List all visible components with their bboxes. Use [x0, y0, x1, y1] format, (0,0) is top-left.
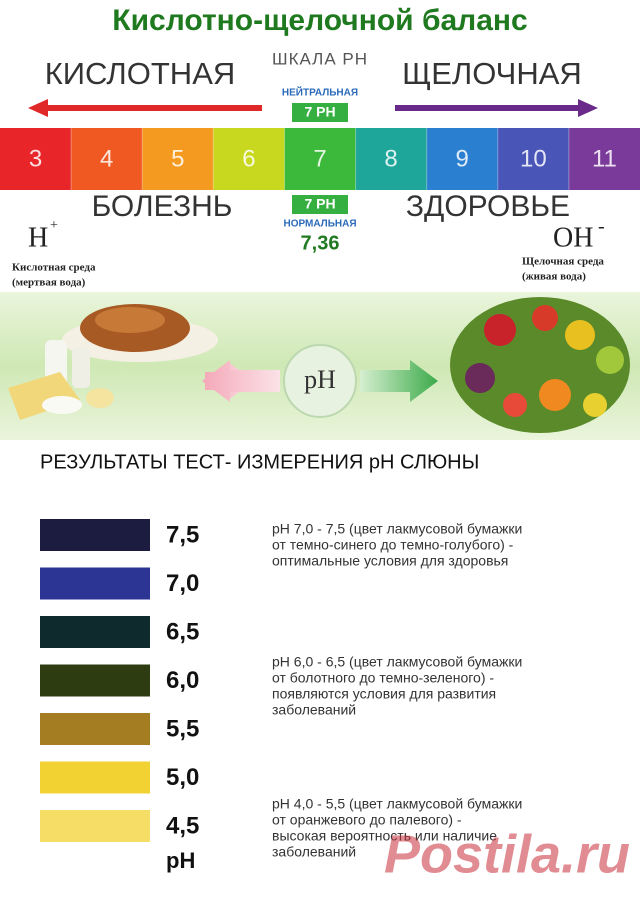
scale-cell [355, 128, 428, 190]
color-swatch [40, 761, 150, 794]
right-note: Щелочная среда [522, 256, 604, 268]
swatch-label: 5,0 [166, 764, 199, 791]
note-line: от оранжевого до палевого) - [272, 812, 462, 828]
meat-dairy-image [8, 304, 218, 420]
oh-ion: OH [553, 222, 593, 253]
color-swatch [40, 567, 150, 600]
swatch-label: 7,0 [166, 570, 199, 597]
results-title: РЕЗУЛЬТАТЫ ТЕСТ- ИЗМЕРЕНИЯ pH СЛЮНЫ [40, 451, 479, 473]
left-note: Кислотная среда [12, 262, 96, 274]
scale-number: 6 [242, 145, 255, 172]
normal-value: 7,36 [301, 232, 340, 254]
scale-cell [0, 128, 72, 190]
normal-label: НОРМАЛЬНАЯ [283, 219, 356, 230]
color-swatch [40, 664, 150, 697]
swatch-list: 7,5 7,0 6,5 6,0 5,5 5,0 4,5 [40, 519, 199, 842]
unit-label: pH [166, 848, 195, 873]
note-line: от темно-синего до темно-голубого) - [272, 537, 514, 553]
scale-cell [142, 128, 214, 190]
ph-scale: 3 4 5 6 7 8 9 10 11 [0, 128, 640, 190]
note-line: от болотного до темно-зеленого) - [272, 670, 494, 686]
acid-arrow [28, 99, 262, 117]
scale-cell [284, 128, 357, 190]
note-line: pH 4,0 - 5,5 (цвет лакмусовой бумажки [272, 796, 522, 812]
note-line: появляются условия для развития [272, 686, 496, 702]
scale-cell [426, 128, 499, 190]
normal-ph: 7 PH [304, 196, 335, 212]
scale-cell [568, 128, 640, 190]
swatch-label: 6,5 [166, 618, 199, 645]
color-swatch [40, 519, 150, 551]
note-line: оптимальные условия для здоровья [272, 553, 508, 569]
right-banner-arrow [360, 360, 438, 402]
disease-label: БОЛЕЗНЬ [92, 190, 233, 223]
note-line: pH 7,0 - 7,5 (цвет лакмусовой бумажки [272, 521, 522, 537]
right-note: (живая вода) [522, 271, 586, 283]
health-label: ЗДОРОВЬЕ [406, 190, 570, 223]
scale-number: 3 [29, 145, 42, 172]
left-label: КИСЛОТНАЯ [45, 56, 236, 91]
note-line: заболеваний [272, 702, 356, 718]
swatch-label: 7,5 [166, 521, 199, 548]
color-swatch [40, 810, 150, 842]
scale-number: 10 [520, 145, 547, 172]
watermark: Postila.ru [384, 824, 630, 884]
color-swatch [40, 616, 150, 648]
h-ion: H [28, 222, 48, 253]
notes: pH 7,0 - 7,5 (цвет лакмусовой бумажкиот … [272, 521, 522, 860]
scale-number: 4 [100, 145, 113, 172]
normal-box [292, 195, 348, 214]
note-line: pH 6,0 - 6,5 (цвет лакмусовой бумажки [272, 654, 522, 670]
right-label: ЩЕЛОЧНАЯ [402, 56, 582, 91]
scale-cell [213, 128, 285, 190]
note-line: заболеваний [272, 844, 356, 860]
scale-number: 5 [171, 145, 184, 172]
vegetables-image [450, 297, 630, 433]
left-banner-arrow [202, 360, 280, 402]
h-sign: + [50, 218, 58, 233]
color-swatch [40, 713, 150, 745]
scale-number: 9 [456, 145, 469, 172]
left-note: (мертвая вода) [12, 277, 86, 289]
scale-number: 7 [313, 145, 326, 172]
scale-number: 11 [592, 145, 617, 172]
swatch-label: 4,5 [166, 812, 199, 839]
swatch-label: 6,0 [166, 667, 199, 694]
scale-number: 8 [384, 145, 397, 172]
scale-cell [497, 128, 570, 190]
title: Кислотно-щелочной баланс [112, 4, 527, 37]
neutral-label: НЕЙТРАЛЬНАЯ [282, 86, 358, 99]
ph-circle [283, 344, 357, 418]
note-line: высокая вероятность или наличие [272, 828, 497, 844]
oh-sign: - [598, 216, 605, 238]
ph-circle-label: pH [304, 365, 336, 394]
swatch-label: 5,5 [166, 715, 199, 742]
neutral-box [292, 103, 348, 122]
scale-cell [71, 128, 143, 190]
neutral-ph: 7 PH [304, 104, 335, 120]
alkaline-arrow [395, 99, 598, 117]
scale-label: ШКАЛА PH [272, 49, 368, 68]
